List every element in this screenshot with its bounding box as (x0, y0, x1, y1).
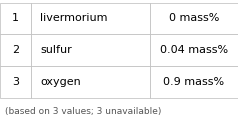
Text: (based on 3 values; 3 unavailable): (based on 3 values; 3 unavailable) (5, 107, 161, 116)
